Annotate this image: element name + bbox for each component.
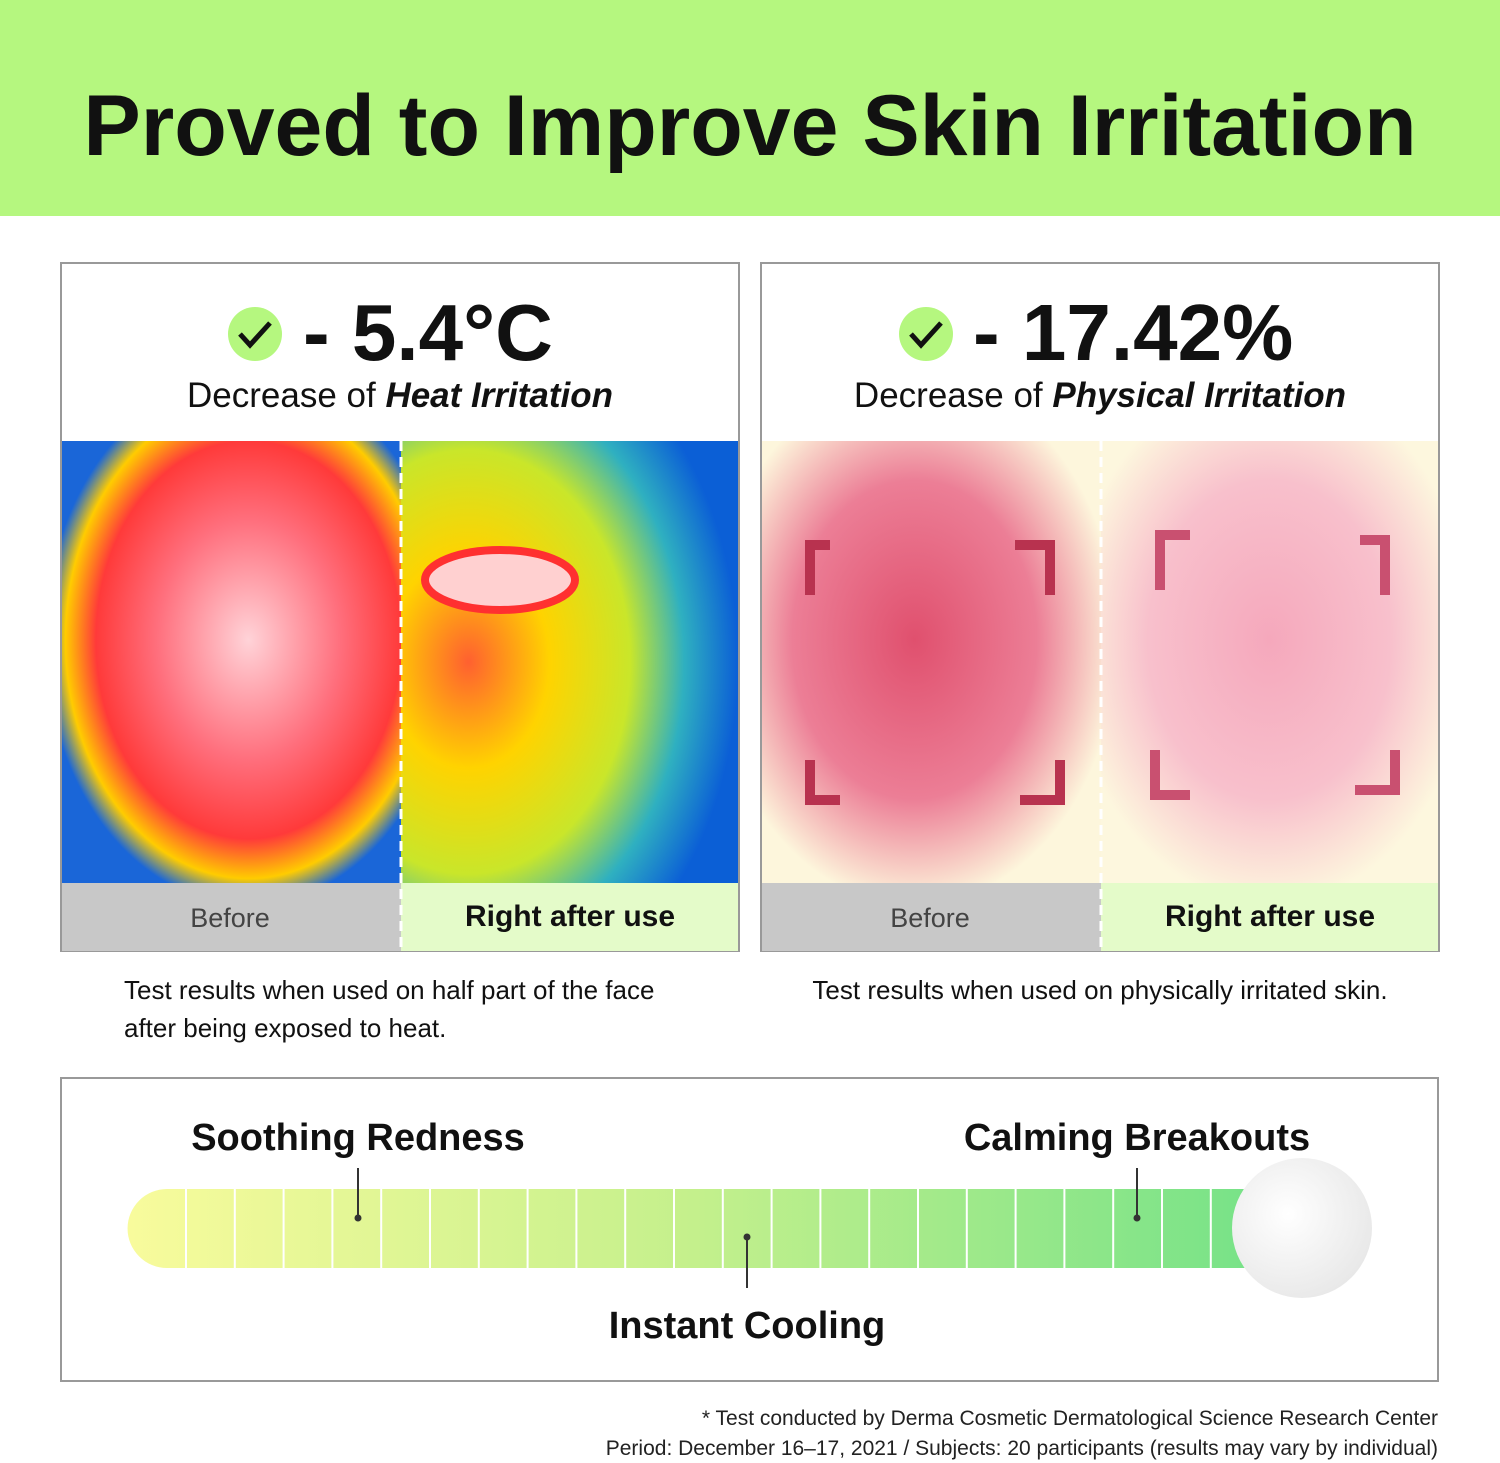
panel-heat: - 5.4°C Decrease of Heat Irritation Befo… xyxy=(60,262,740,1043)
skin-before xyxy=(762,441,1101,883)
before-strip xyxy=(762,883,1101,951)
after-strip xyxy=(401,883,738,951)
note-line: Test results when used on physically irr… xyxy=(812,975,1387,1005)
caption: Decrease of Physical Irritation xyxy=(854,376,1346,415)
panel-physical: - 17.42% Decrease of Physical Irritation… xyxy=(760,262,1440,1005)
thermal-eye xyxy=(421,546,579,614)
pointer-dot xyxy=(743,1233,751,1241)
after-label: Right after use xyxy=(465,900,675,933)
stat: - 5.4°C xyxy=(303,288,553,377)
check-icon xyxy=(228,307,282,361)
before-label: Before xyxy=(890,903,970,933)
caption-emphasis: Heat Irritation xyxy=(385,376,613,415)
scale-label: Calming Breakouts xyxy=(964,1117,1310,1159)
scale-bar xyxy=(127,1189,1262,1268)
cotton-pad xyxy=(1232,1158,1372,1298)
before-label: Before xyxy=(190,903,270,933)
header-band xyxy=(0,0,1500,216)
page-title: Proved to Improve Skin Irritation xyxy=(83,78,1416,174)
benefit-scale: Soothing Redness Calming Breakouts Insta… xyxy=(60,1077,1439,1382)
footnote: * Test conducted by Derma Cosmetic Derma… xyxy=(702,1407,1438,1430)
before-strip xyxy=(62,883,401,951)
thermal-after xyxy=(401,441,738,883)
footnote: Period: December 16–17, 2021 / Subjects:… xyxy=(606,1437,1438,1460)
skin-markers xyxy=(805,530,1400,805)
caption-prefix: Decrease of xyxy=(187,376,385,415)
scale-label: Instant Cooling xyxy=(609,1305,886,1347)
stat: - 17.42% xyxy=(973,288,1293,377)
skin-after xyxy=(1101,441,1438,883)
pointer-dot xyxy=(1133,1214,1141,1222)
caption-emphasis: Physical Irritation xyxy=(1052,376,1346,415)
after-strip xyxy=(1101,883,1438,951)
check-mark xyxy=(909,321,943,349)
caption: Decrease of Heat Irritation xyxy=(187,376,613,415)
note-line: after being exposed to heat. xyxy=(124,1013,446,1043)
pointer-dot xyxy=(354,1214,362,1222)
after-label: Right after use xyxy=(1165,900,1375,933)
note-line: Test results when used on half part of t… xyxy=(124,975,654,1005)
thermal-before xyxy=(62,441,401,883)
check-icon xyxy=(899,307,953,361)
caption-prefix: Decrease of xyxy=(854,376,1052,415)
check-mark xyxy=(238,321,272,349)
scale-label: Soothing Redness xyxy=(191,1117,525,1159)
